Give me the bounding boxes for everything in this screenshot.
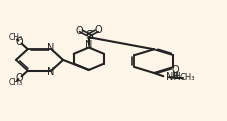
Text: N: N: [85, 41, 93, 50]
Text: O: O: [94, 25, 102, 35]
Text: N: N: [47, 43, 54, 53]
Text: O: O: [16, 37, 23, 47]
Text: N: N: [47, 67, 54, 77]
Text: O: O: [16, 73, 23, 83]
Text: NH: NH: [166, 72, 181, 82]
Text: CH₃: CH₃: [8, 33, 22, 42]
Text: CH₃: CH₃: [8, 78, 22, 87]
Text: O: O: [76, 26, 84, 36]
Text: CH₃: CH₃: [180, 73, 195, 82]
Text: O: O: [172, 65, 179, 75]
Text: S: S: [85, 29, 93, 42]
